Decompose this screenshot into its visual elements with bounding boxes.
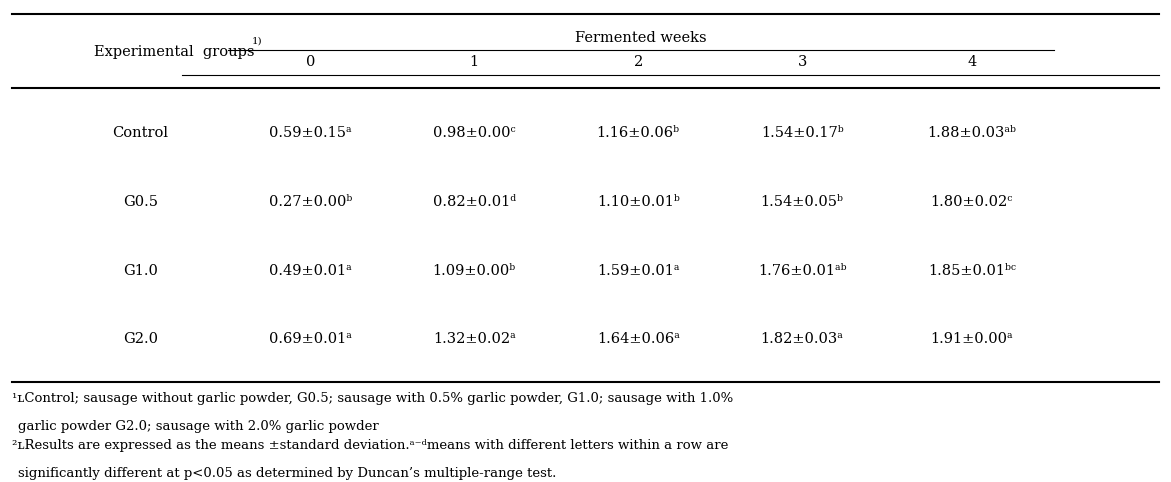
Text: G0.5: G0.5 <box>123 195 158 209</box>
Text: 0.82±0.01ᵈ: 0.82±0.01ᵈ <box>433 195 515 209</box>
Text: 1.16±0.06ᵇ: 1.16±0.06ᵇ <box>597 126 679 140</box>
Text: 4: 4 <box>967 55 977 69</box>
Text: 1.91±0.00ᵃ: 1.91±0.00ᵃ <box>931 332 1013 346</box>
Text: 0.98±0.00ᶜ: 0.98±0.00ᶜ <box>433 126 515 140</box>
Text: 0.59±0.15ᵃ: 0.59±0.15ᵃ <box>269 126 351 140</box>
Text: 1.09±0.00ᵇ: 1.09±0.00ᵇ <box>433 264 515 278</box>
Text: G2.0: G2.0 <box>123 332 158 346</box>
Text: 1: 1 <box>470 55 479 69</box>
Text: ¹ʟControl; sausage without garlic powder, G0.5; sausage with 0.5% garlic powder,: ¹ʟControl; sausage without garlic powder… <box>12 391 733 404</box>
Text: 0: 0 <box>306 55 315 69</box>
Text: garlic powder G2.0; sausage with 2.0% garlic powder: garlic powder G2.0; sausage with 2.0% ga… <box>18 420 378 433</box>
Text: 1.10±0.01ᵇ: 1.10±0.01ᵇ <box>597 195 679 209</box>
Text: Experimental  groups: Experimental groups <box>94 45 254 59</box>
Text: 1.54±0.17ᵇ: 1.54±0.17ᵇ <box>761 126 843 140</box>
Text: Control: Control <box>112 126 169 140</box>
Text: 1): 1) <box>252 36 262 45</box>
Text: 1.80±0.02ᶜ: 1.80±0.02ᶜ <box>931 195 1013 209</box>
Text: 0.27±0.00ᵇ: 0.27±0.00ᵇ <box>268 195 352 209</box>
Text: 1.82±0.03ᵃ: 1.82±0.03ᵃ <box>761 332 843 346</box>
Text: 1.88±0.03ᵃᵇ: 1.88±0.03ᵃᵇ <box>927 126 1016 140</box>
Text: Fermented weeks: Fermented weeks <box>575 31 707 45</box>
Text: 1.32±0.02ᵃ: 1.32±0.02ᵃ <box>433 332 515 346</box>
Text: 0.49±0.01ᵃ: 0.49±0.01ᵃ <box>269 264 351 278</box>
Text: 3: 3 <box>797 55 807 69</box>
Text: 1.64±0.06ᵃ: 1.64±0.06ᵃ <box>597 332 679 346</box>
Text: 0.69±0.01ᵃ: 0.69±0.01ᵃ <box>269 332 351 346</box>
Text: 1.54±0.05ᵇ: 1.54±0.05ᵇ <box>761 195 843 209</box>
Text: significantly different at p<0.05 as determined by Duncan’s multiple-range test.: significantly different at p<0.05 as det… <box>18 468 556 481</box>
Text: 1.85±0.01ᵇᶜ: 1.85±0.01ᵇᶜ <box>927 264 1016 278</box>
Text: 1.76±0.01ᵃᵇ: 1.76±0.01ᵃᵇ <box>758 264 847 278</box>
Text: 2: 2 <box>634 55 643 69</box>
Text: G1.0: G1.0 <box>123 264 158 278</box>
Text: ²ʟResults are expressed as the means ±standard deviation.ᵃ⁻ᵈmeans with different: ²ʟResults are expressed as the means ±st… <box>12 439 728 452</box>
Text: 1.59±0.01ᵃ: 1.59±0.01ᵃ <box>597 264 679 278</box>
